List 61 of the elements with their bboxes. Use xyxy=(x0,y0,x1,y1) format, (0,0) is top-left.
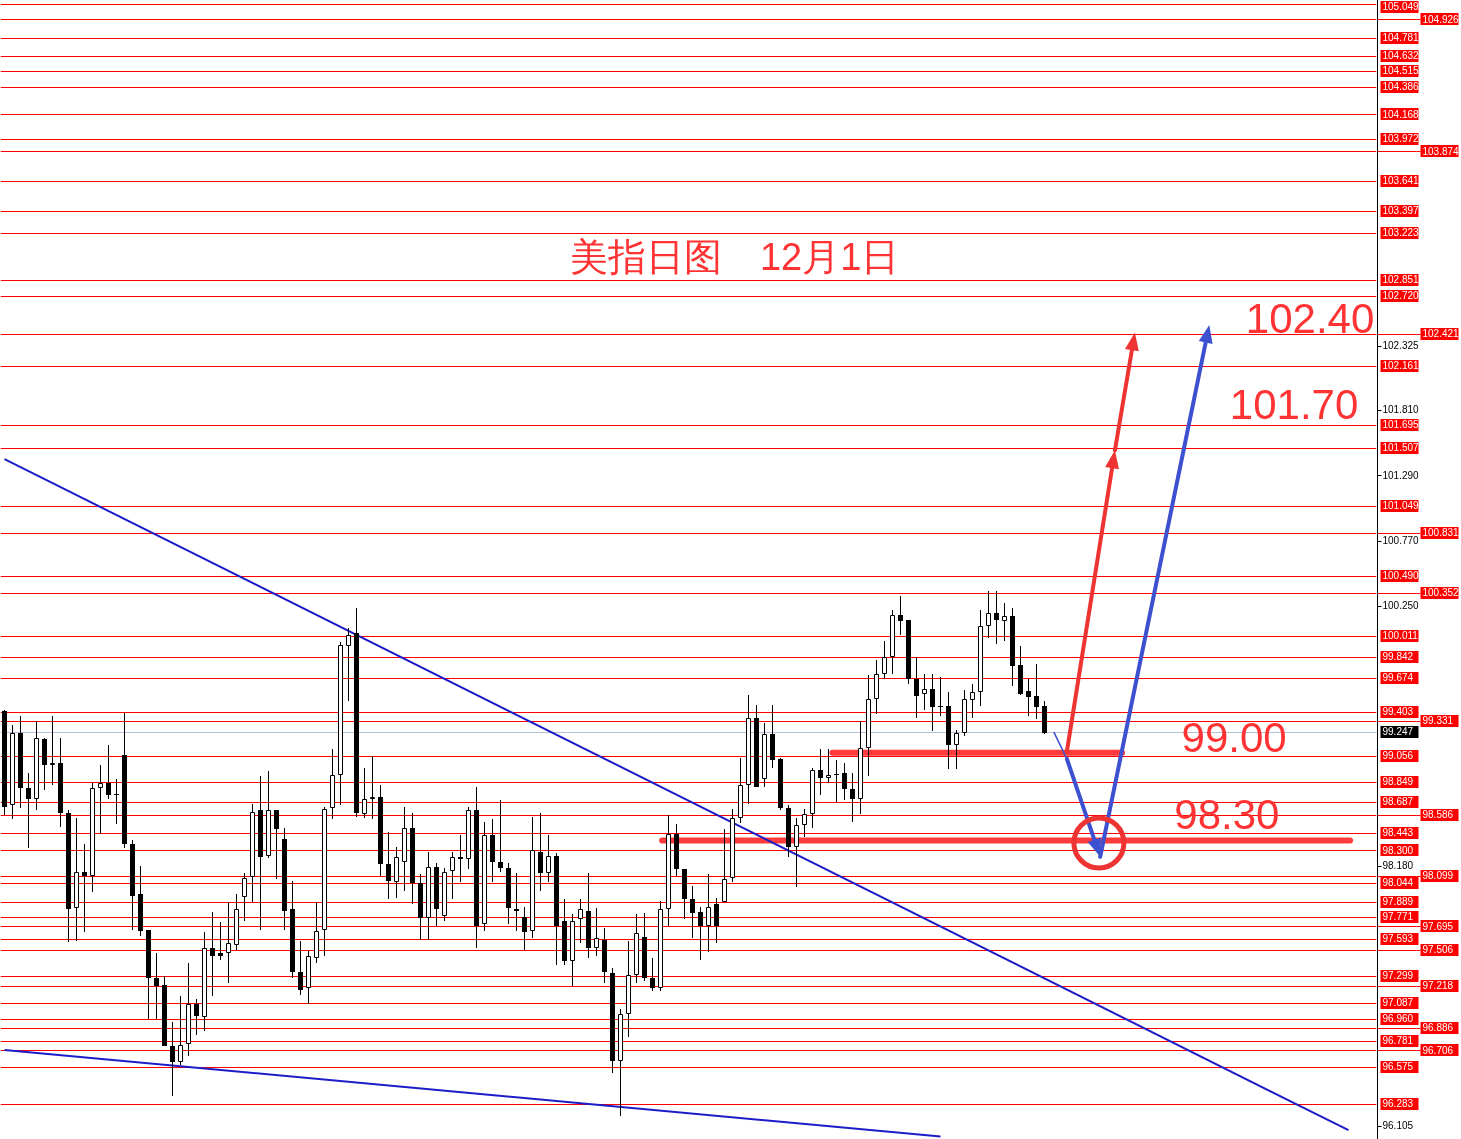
ref-line-label: 97.593 xyxy=(1382,933,1414,945)
ref-line-label: 102.851 xyxy=(1382,273,1420,285)
ref-line-label: 101.049 xyxy=(1382,499,1420,511)
ref-line-label: 104.515 xyxy=(1382,65,1420,77)
ref-line-label: 104.168 xyxy=(1382,108,1420,120)
ref-line-label: 97.218 xyxy=(1422,980,1454,992)
y-tick-label: 101.290 xyxy=(1382,469,1420,481)
ref-line-label: 103.641 xyxy=(1382,174,1420,186)
y-tick-label: 100.770 xyxy=(1382,534,1420,546)
y-tick-label: 96.105 xyxy=(1382,1120,1414,1132)
ref-line-label: 97.771 xyxy=(1382,911,1414,923)
y-tick-label: 98.180 xyxy=(1382,859,1414,871)
ref-line-label: 98.044 xyxy=(1382,876,1414,888)
ref-line-label: 98.849 xyxy=(1382,775,1414,787)
ref-line-label: 100.352 xyxy=(1422,587,1460,599)
ref-line-label: 98.099 xyxy=(1422,869,1454,881)
ref-line-label: 105.049 xyxy=(1382,1,1420,13)
ref-line-label: 96.706 xyxy=(1422,1044,1454,1056)
y-tick-label: 102.325 xyxy=(1382,339,1420,351)
ref-line-label: 96.781 xyxy=(1382,1035,1414,1047)
annotation: 101.70 xyxy=(1229,380,1359,428)
ref-line-label: 99.331 xyxy=(1422,715,1454,727)
text: 美指日图 12月1日 xyxy=(569,236,900,279)
ref-line-label: 100.831 xyxy=(1422,527,1460,539)
ref-line-label: 99.247 xyxy=(1382,725,1414,737)
ref-line-label: 103.397 xyxy=(1382,205,1420,217)
ref-line-label: 102.720 xyxy=(1382,290,1420,302)
y-tick-label: 100.250 xyxy=(1382,600,1420,612)
ref-line-label: 96.283 xyxy=(1382,1097,1414,1109)
ref-line-label: 101.507 xyxy=(1382,442,1420,454)
annotation: 102.40 xyxy=(1245,295,1375,343)
ref-line-label: 104.926 xyxy=(1422,13,1460,25)
ref-line-label: 98.300 xyxy=(1382,844,1414,856)
ref-line-label: 102.161 xyxy=(1382,360,1420,372)
ref-line-label: 99.056 xyxy=(1382,749,1414,761)
ref-line-label: 100.011 xyxy=(1382,630,1419,642)
ref-line-label: 97.889 xyxy=(1382,896,1414,908)
ref-line-label: 98.443 xyxy=(1382,826,1414,838)
ref-line-label: 97.695 xyxy=(1422,920,1454,932)
ref-line-label: 103.972 xyxy=(1382,133,1420,145)
ref-line-label: 102.421 xyxy=(1422,327,1460,339)
ref-line-label: 97.506 xyxy=(1422,944,1454,956)
ref-line-label: 101.695 xyxy=(1382,418,1420,430)
ref-line-label: 97.087 xyxy=(1382,996,1414,1008)
ref-line-label: 100.490 xyxy=(1382,570,1420,582)
ref-line-label: 98.687 xyxy=(1382,796,1414,808)
annotation: 99.00 xyxy=(1181,713,1287,761)
ref-line-label: 96.960 xyxy=(1382,1012,1414,1024)
ref-line-label: 96.575 xyxy=(1382,1061,1414,1073)
ref-line-label: 104.781 xyxy=(1382,31,1420,43)
ref-line-label: 96.886 xyxy=(1422,1022,1454,1034)
ref-line-label: 99.842 xyxy=(1382,651,1414,663)
ref-line-label: 104.632 xyxy=(1382,50,1420,62)
ref-line-label: 98.586 xyxy=(1422,808,1454,820)
ref-line-label: 104.386 xyxy=(1382,81,1420,93)
ref-line-label: 103.874 xyxy=(1422,145,1460,157)
ref-line-label: 99.674 xyxy=(1382,672,1414,684)
ref-line-label: 99.403 xyxy=(1382,706,1414,718)
y-tick-label: 101.810 xyxy=(1382,404,1420,416)
ref-line-label: 103.223 xyxy=(1382,227,1420,239)
ref-line-label: 97.299 xyxy=(1382,970,1414,982)
